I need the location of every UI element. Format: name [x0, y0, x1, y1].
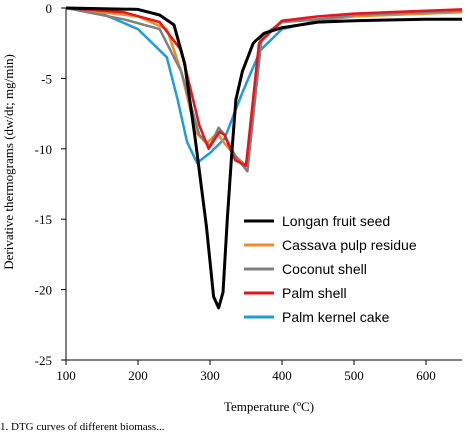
- series-line-cassava-pulp-residue: [65, 6, 463, 167]
- legend-label: Palm kernel cake: [282, 309, 390, 325]
- axes: [65, 8, 462, 361]
- legend-label: Longan fruit seed: [282, 213, 390, 229]
- x-tick-label: 300: [200, 368, 220, 383]
- x-axis-ticks: 100 200 300 400 500 600: [56, 360, 436, 383]
- y-tick-label: -5: [41, 71, 52, 86]
- x-tick-label: 400: [272, 368, 292, 383]
- legend-label: Coconut shell: [282, 261, 367, 277]
- x-tick-label: 500: [344, 368, 364, 383]
- y-axis-title: Derivative thermograms (dw/dt; mg/min): [1, 54, 16, 270]
- x-axis-title: Temperature (ºC): [224, 399, 314, 414]
- y-tick-label: -10: [35, 142, 52, 157]
- y-axis-ticks: 0 -5 -10 -15 -20 -25: [35, 1, 66, 368]
- legend-label: Palm shell: [282, 285, 347, 301]
- figure-caption: 1. DTG curves of different biomass...: [0, 421, 165, 433]
- x-tick-label: 200: [128, 368, 148, 383]
- y-tick-label: -25: [35, 353, 52, 368]
- y-tick-label: -20: [35, 283, 52, 298]
- legend-label: Cassava pulp residue: [282, 237, 417, 253]
- series-line-longan-fruit-seed: [65, 6, 462, 310]
- y-tick-label: -15: [35, 212, 52, 227]
- legend: Longan fruit seed Cassava pulp residue Coc…: [244, 213, 417, 325]
- x-tick-label: 100: [56, 368, 76, 383]
- x-tick-label: 600: [416, 368, 436, 383]
- series-line-palm-kernel-cake: [65, 6, 463, 165]
- y-tick-label: 0: [46, 1, 53, 16]
- series-lines: [65, 6, 463, 310]
- series-line-palm-shell: [65, 6, 463, 167]
